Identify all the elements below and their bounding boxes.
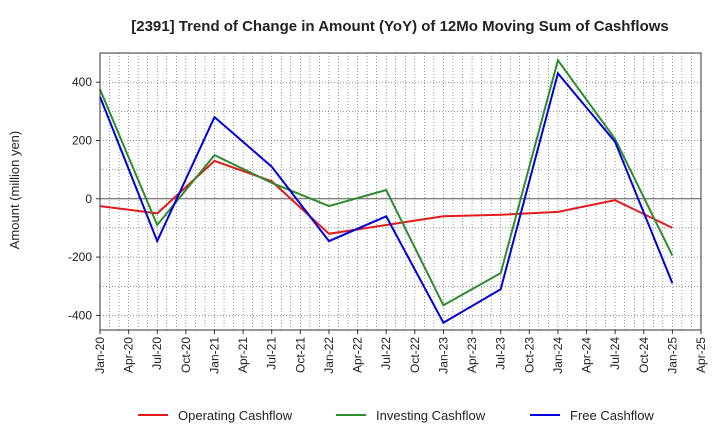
x-tick-label: Jul-20 [150, 337, 164, 370]
y-tick-label: 0 [85, 192, 92, 206]
legend-label-operating-cashflow: Operating Cashflow [178, 408, 293, 423]
x-tick-label: Jan-20 [93, 337, 107, 374]
x-tick-label: Jul-23 [494, 337, 508, 370]
x-tick-label: Oct-20 [179, 337, 193, 373]
x-tick-label: Apr-20 [122, 337, 136, 373]
plot-grid [100, 53, 701, 330]
y-tick-label: 400 [72, 75, 92, 89]
y-ticks: 400 200 0 -200 -400 [68, 75, 100, 322]
x-tick-label: Jan-21 [207, 337, 221, 374]
x-tick-label: Jul-21 [265, 337, 279, 370]
x-tick-label: Oct-23 [522, 337, 536, 373]
y-tick-label: -400 [68, 308, 92, 322]
y-axis-label: Amount (million yen) [7, 131, 22, 250]
x-tick-label: Apr-24 [580, 337, 594, 373]
y-tick-label: 200 [72, 133, 92, 147]
x-tick-label: Apr-21 [236, 337, 250, 373]
x-tick-label: Jan-24 [551, 337, 565, 374]
legend: Operating Cashflow Investing Cashflow Free… [138, 408, 654, 423]
legend-label-investing-cashflow: Investing Cashflow [376, 408, 486, 423]
legend-label-free-cashflow: Free Cashflow [570, 408, 654, 423]
series-line-investing-cashflow [99, 58, 674, 307]
plot-frame [99, 52, 702, 331]
x-tick-label: Jan-25 [665, 337, 679, 374]
x-tick-label: Jan-22 [322, 337, 336, 374]
x-tick-label: Jul-22 [379, 337, 393, 370]
x-tick-label: Jul-24 [608, 337, 622, 370]
x-tick-label: Apr-23 [465, 337, 479, 373]
x-tick-label: Oct-24 [637, 337, 651, 373]
series-group [99, 58, 674, 325]
chart-title: [2391] Trend of Change in Amount (YoY) o… [131, 18, 669, 35]
series-line-free-cashflow [99, 71, 674, 325]
x-tick-label: Jan-23 [436, 337, 450, 374]
y-tick-label: -200 [68, 250, 92, 264]
x-tick-label: Apr-25 [694, 337, 708, 373]
x-tick-label: Oct-21 [293, 337, 307, 373]
x-ticks: Jan-20 Apr-20 Jul-20 Oct-20 Jan-21 Apr-21 Jul-… [93, 330, 708, 374]
x-tick-label: Apr-22 [351, 337, 365, 373]
x-tick-label: Oct-22 [408, 337, 422, 373]
